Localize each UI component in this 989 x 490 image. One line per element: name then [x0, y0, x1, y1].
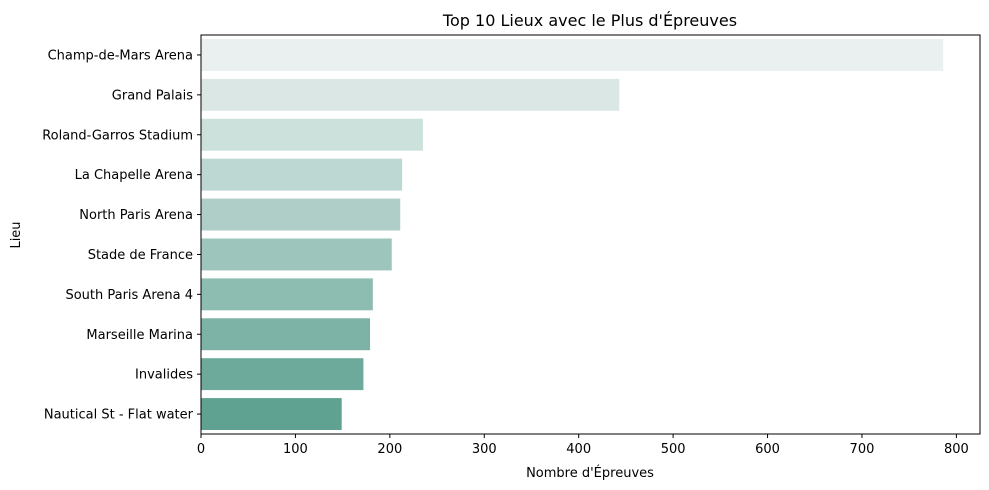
- x-tick-label: 0: [197, 442, 205, 457]
- y-tick-label: Grand Palais: [112, 88, 193, 103]
- bar-3: [201, 158, 403, 191]
- bar-2: [201, 118, 423, 151]
- bar-9: [201, 398, 342, 431]
- x-tick-label: 700: [850, 442, 875, 457]
- y-tick-label: Stade de France: [88, 248, 193, 263]
- bar-1: [201, 78, 620, 111]
- y-tick-label: Nautical St - Flat water: [44, 408, 194, 423]
- y-tick-label: South Paris Arena 4: [65, 288, 193, 303]
- x-tick-label: 600: [755, 442, 780, 457]
- x-tick-label: 100: [283, 442, 308, 457]
- x-axis-ticks: 0 100 200 300 400 500 600 700 800: [197, 434, 969, 457]
- y-tick-label: Marseille Marina: [86, 328, 193, 343]
- bar-0: [201, 38, 944, 71]
- bar-8: [201, 358, 364, 391]
- bar-6: [201, 278, 373, 311]
- x-tick-label: 400: [566, 442, 591, 457]
- plot-frame: [200, 34, 981, 435]
- y-tick-label: North Paris Arena: [79, 208, 193, 223]
- y-axis-ticks: Champ-de-Mars Arena Grand Palais Roland-Ga…: [42, 48, 201, 423]
- chart-title: Top 10 Lieux avec le Plus d'Épreuves: [442, 11, 737, 30]
- x-tick-label: 500: [661, 442, 686, 457]
- y-axis-label: Lieu: [9, 221, 24, 248]
- x-tick-label: 800: [944, 442, 969, 457]
- x-tick-label: 300: [472, 442, 497, 457]
- x-axis-label: Nombre d'Épreuves: [526, 465, 654, 481]
- bar-7: [201, 318, 371, 351]
- bars-group: [201, 38, 944, 431]
- x-tick-label: 200: [377, 442, 402, 457]
- bar-4: [201, 198, 401, 231]
- bar-5: [201, 238, 392, 271]
- y-tick-label: La Chapelle Arena: [75, 168, 193, 183]
- y-tick-label: Invalides: [135, 368, 193, 383]
- y-tick-label: Champ-de-Mars Arena: [48, 48, 193, 63]
- y-tick-label: Roland-Garros Stadium: [42, 128, 193, 143]
